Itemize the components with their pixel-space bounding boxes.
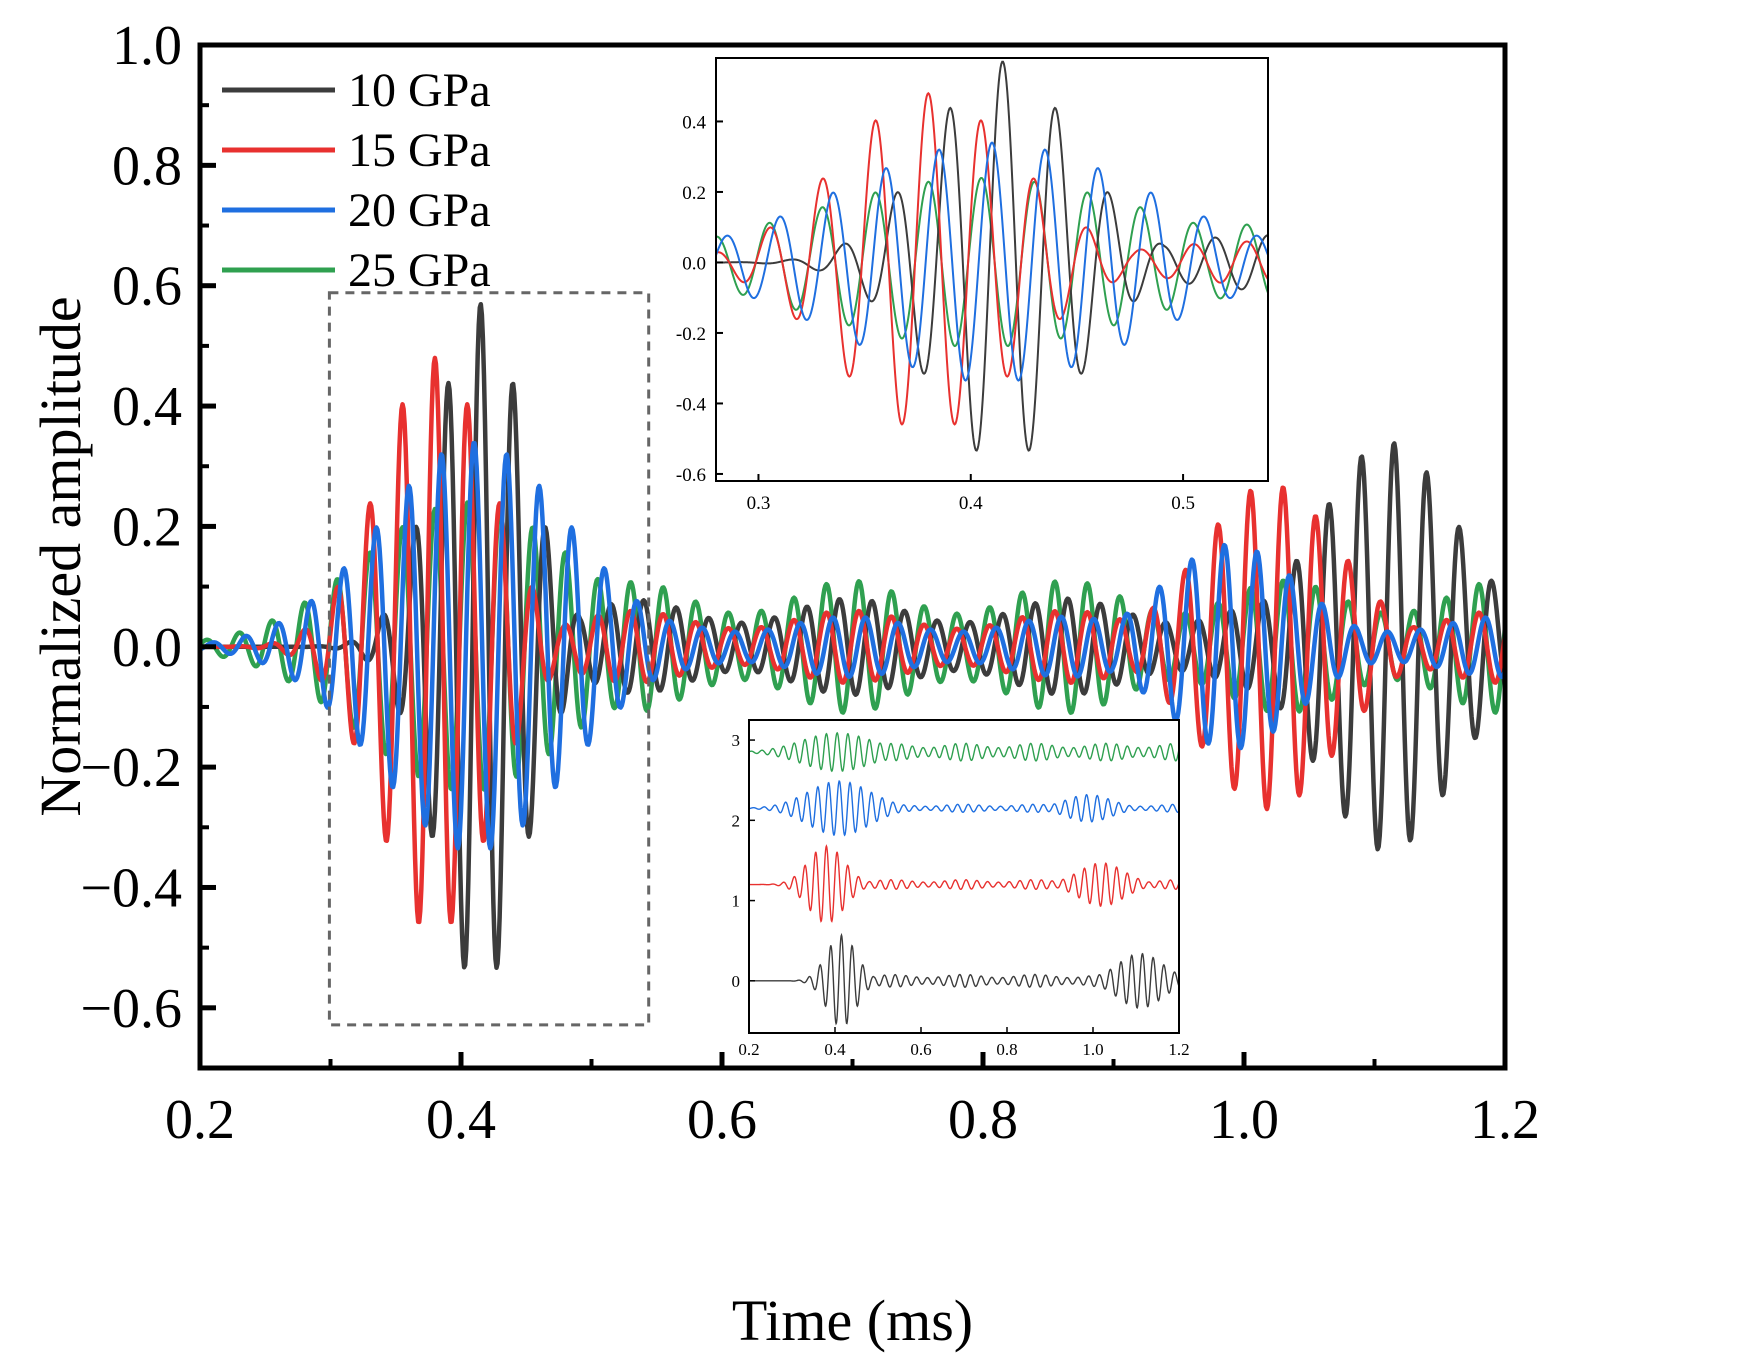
inset-stacked-x-tick-label: 0.2 — [738, 1040, 759, 1059]
inset-zoom-line-20-gpa — [716, 141, 1268, 382]
inset-stacked-line-10-gpa — [749, 932, 1179, 1026]
inset-zoom-y-tick-label: 0.0 — [682, 253, 706, 274]
x-tick-label: 0.6 — [687, 1089, 757, 1151]
x-tick-label: 0.8 — [948, 1089, 1018, 1151]
inset-stacked-y-tick-label: 2 — [732, 811, 741, 830]
y-tick-label: 0.4 — [112, 376, 182, 438]
legend-label: 25 GPa — [348, 244, 491, 297]
inset-stacked-line-20-gpa — [749, 780, 1179, 837]
inset-zoom-y-tick-label: 0.2 — [682, 183, 706, 204]
inset-stacked-frame — [748, 719, 1180, 1034]
inset-stacked-line-25-gpa — [749, 731, 1179, 773]
y-tick-label: −0.2 — [80, 737, 182, 799]
y-tick-label: −0.4 — [80, 857, 182, 919]
legend: 10 GPa 15 GPa 20 GPa 25 GPa — [222, 64, 491, 297]
inset-zoom-line-15-gpa — [716, 91, 1268, 426]
x-tick-label: 1.2 — [1470, 1089, 1540, 1151]
main-series-group — [200, 301, 1505, 971]
x-tick-label: 1.0 — [1209, 1089, 1279, 1151]
inset-stacked-y-tick-label: 3 — [732, 731, 741, 750]
x-axis-title: Time (ms) — [732, 1288, 973, 1353]
legend-label: 15 GPa — [348, 124, 491, 177]
inset-zoom-background — [716, 58, 1268, 481]
inset-zoom-y-tick-label: -0.2 — [676, 324, 706, 345]
main-axes: 0.2 0.4 0.6 0.8 1.0 1.2 1.0 0.8 0.6 0.4 0.2 0.0 −0.2… — [28, 15, 1540, 1353]
x-tick-label: 0.2 — [165, 1089, 235, 1151]
y-tick-label: 0.0 — [112, 617, 182, 679]
main-plot — [200, 291, 1505, 1027]
inset-zoom-y-tick-label: -0.4 — [676, 394, 707, 415]
inset-zoom-plot: 0.3 0.4 0.5 0.4 0.2 0.0 -0.2 -0.4 -0.6 — [676, 57, 1269, 514]
y-tick-label: 0.8 — [112, 135, 182, 197]
inset-zoom-frame — [715, 57, 1269, 482]
inset-stacked-x-tick-label: 0.8 — [996, 1040, 1017, 1059]
series-line-20-gpa — [200, 440, 1505, 851]
inset-stacked-line-15-gpa — [749, 844, 1179, 923]
inset-zoom-y-tick-label: -0.6 — [676, 465, 706, 486]
y-tick-label: 0.2 — [112, 496, 182, 558]
series-line-15-gpa — [200, 355, 1505, 925]
series-line-10-gpa — [200, 301, 1505, 971]
y-axis-title: Normalized amplitude — [28, 296, 93, 816]
inset-stacked-y-tick-label: 1 — [732, 892, 741, 911]
inset-stacked-plot: 0.2 0.4 0.6 0.8 1.0 1.2 3 2 1 0 — [732, 719, 1190, 1059]
legend-label: 10 GPa — [348, 64, 491, 117]
inset-stacked-y-tick-label: 0 — [732, 972, 741, 991]
y-tick-label: −0.6 — [80, 978, 182, 1040]
inset-zoom-y-tick-label: 0.4 — [682, 112, 706, 133]
inset-zoom-x-tick-label: 0.3 — [747, 493, 771, 514]
inset-zoom-x-tick-label: 0.5 — [1171, 493, 1195, 514]
inset-stacked-x-tick-label: 0.6 — [910, 1040, 931, 1059]
legend-label: 20 GPa — [348, 184, 491, 237]
inset-zoom-x-tick-label: 0.4 — [959, 493, 983, 514]
inset-stacked-x-tick-label: 0.4 — [824, 1040, 846, 1059]
x-tick-label: 0.4 — [426, 1089, 496, 1151]
y-tick-label: 0.6 — [112, 256, 182, 318]
inset-stacked-x-tick-label: 1.2 — [1168, 1040, 1189, 1059]
y-tick-label: 1.0 — [112, 15, 182, 77]
zoom-region-box — [327, 291, 651, 1027]
inset-stacked-series-group — [749, 731, 1179, 1026]
inset-stacked-x-tick-label: 1.0 — [1082, 1040, 1103, 1059]
inset-zoom-series-group — [716, 60, 1268, 452]
